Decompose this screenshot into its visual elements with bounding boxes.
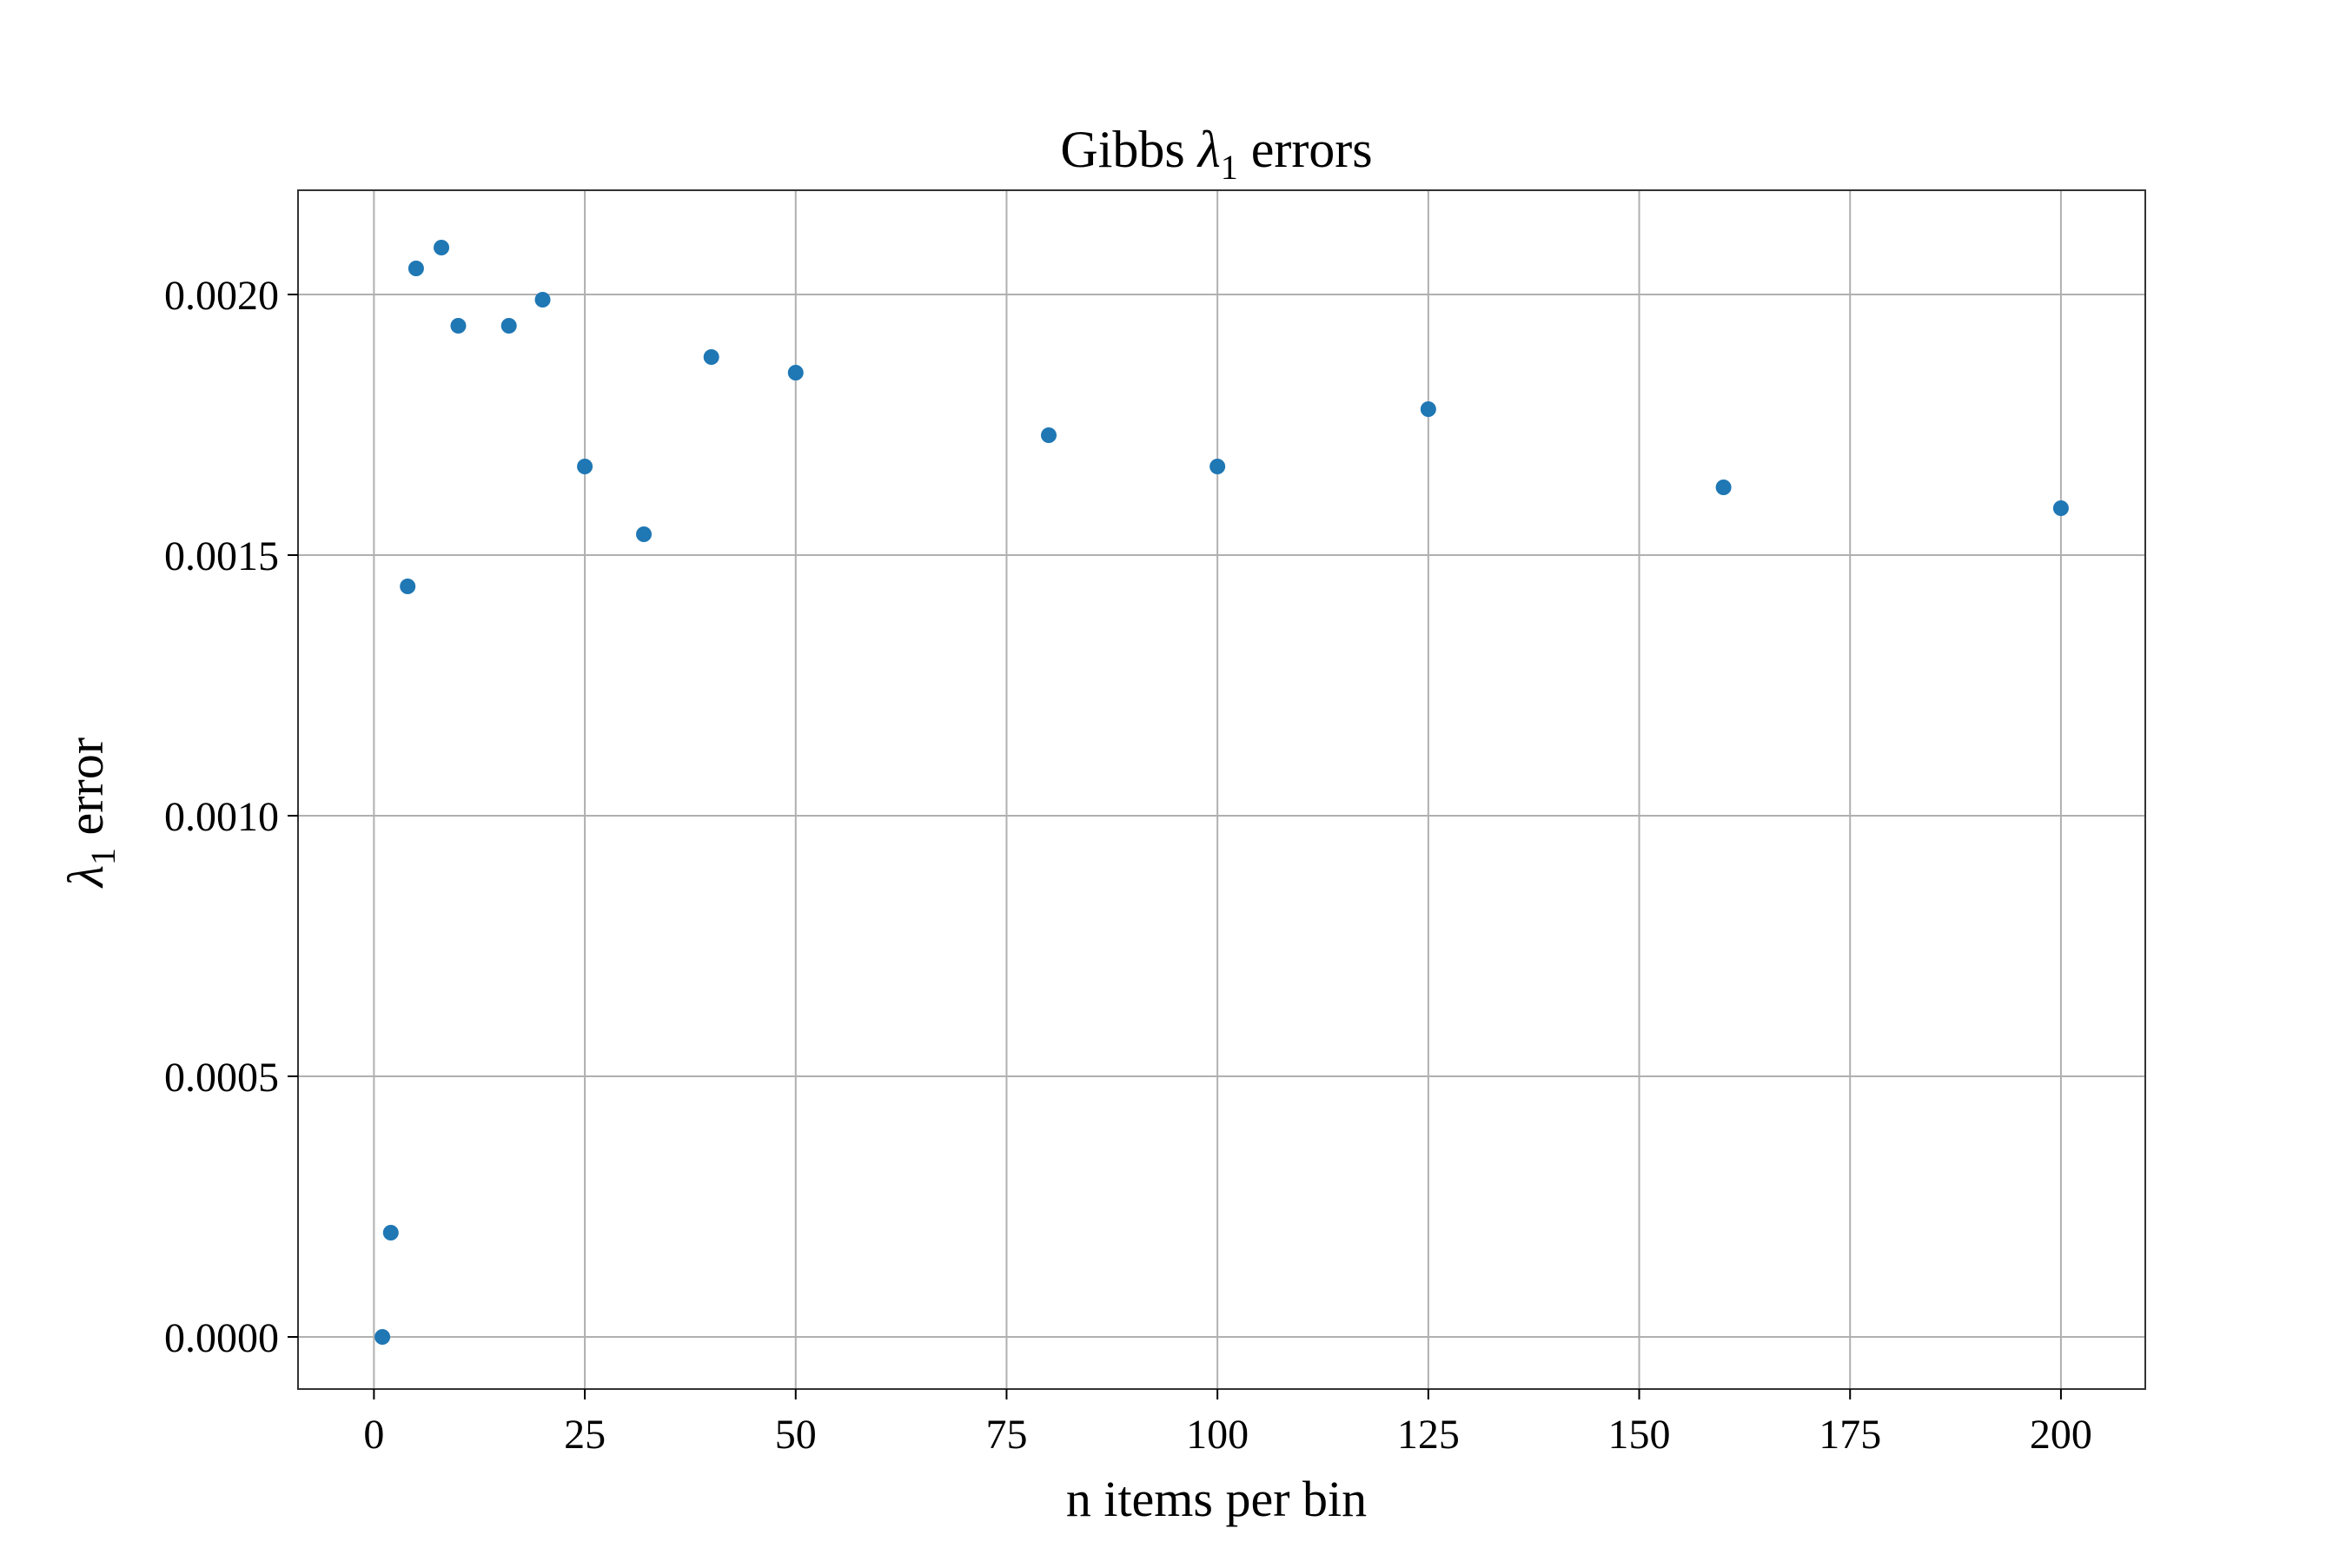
y-tick-label: 0.0015 <box>164 533 279 579</box>
x-tick-label: 175 <box>1819 1412 1881 1458</box>
data-points <box>374 240 2069 1345</box>
data-point <box>382 1225 399 1241</box>
x-tick-label: 75 <box>985 1412 1027 1458</box>
x-axis-label: n items per bin <box>1066 1471 1367 1527</box>
y-ticks: 0.0000 0.0005 0.0010 0.0015 0.0020 <box>164 273 298 1361</box>
data-point <box>2052 500 2069 516</box>
chart-title: Gibbs λ1 errors <box>1060 121 1372 187</box>
y-tick-label: 0.0000 <box>164 1315 279 1361</box>
y-axis-label: λ1 error <box>57 738 123 889</box>
y-tick-label: 0.0005 <box>164 1055 279 1101</box>
ylabel-subscript: 1 <box>83 848 123 865</box>
data-point <box>1209 459 1226 474</box>
x-tick-label: 100 <box>1186 1412 1249 1458</box>
data-point <box>534 292 551 308</box>
plot-frame <box>297 189 2146 1390</box>
grid-lines <box>298 190 2145 1389</box>
data-point <box>500 318 517 334</box>
data-point <box>636 526 653 542</box>
x-ticks: 0 25 50 75 100 125 150 175 200 <box>363 1389 2092 1458</box>
x-tick-label: 25 <box>564 1412 606 1458</box>
title-main: Gibbs <box>1060 121 1197 178</box>
data-point <box>703 349 719 365</box>
data-point <box>1040 427 1057 443</box>
data-point <box>577 459 593 474</box>
data-point <box>787 365 804 380</box>
data-point <box>450 318 467 334</box>
ylabel-rest: error <box>57 738 114 848</box>
title-rest: errors <box>1238 121 1373 178</box>
y-tick-label: 0.0020 <box>164 273 279 319</box>
x-tick-label: 0 <box>363 1412 384 1458</box>
x-tick-label: 125 <box>1397 1412 1460 1458</box>
title-subscript: 1 <box>1221 148 1238 187</box>
data-point <box>434 240 450 255</box>
ylabel-symbol: λ <box>57 865 114 889</box>
data-point <box>1715 480 1732 495</box>
x-tick-label: 50 <box>775 1412 817 1458</box>
data-point <box>408 261 424 276</box>
data-point <box>374 1329 391 1345</box>
data-point <box>400 579 416 594</box>
x-tick-label: 150 <box>1608 1412 1671 1458</box>
data-point <box>1420 401 1436 417</box>
y-tick-label: 0.0010 <box>164 794 279 840</box>
x-tick-label: 200 <box>2030 1412 2092 1458</box>
title-symbol: λ <box>1196 121 1221 178</box>
